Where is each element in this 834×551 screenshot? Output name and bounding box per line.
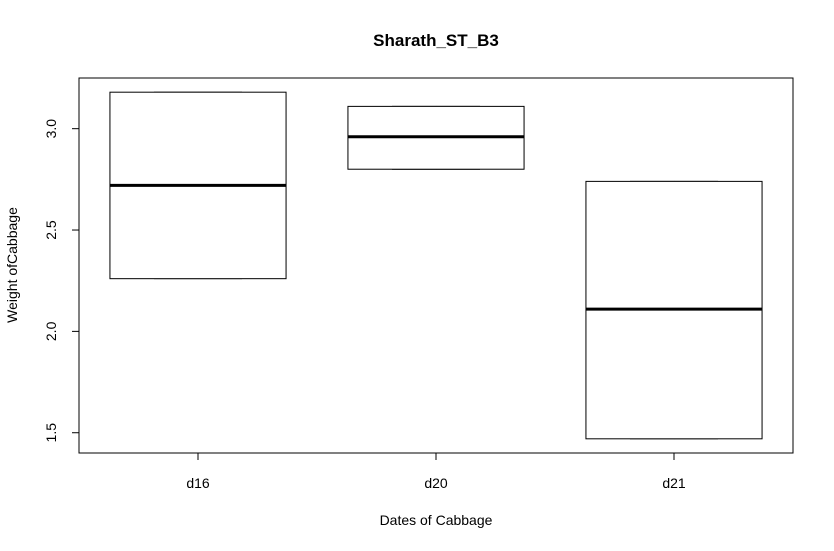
x-tick-label: d21 xyxy=(662,475,686,491)
y-tick-label: 3.0 xyxy=(43,119,59,139)
x-tick-label: d20 xyxy=(424,475,448,491)
y-axis: 1.5 2.0 2.5 3.0 xyxy=(43,119,80,443)
x-tick-label: d16 xyxy=(186,475,210,491)
x-axis: d16 d20 d21 xyxy=(186,452,686,491)
y-tick-label: 2.0 xyxy=(43,321,59,341)
y-axis-label: Weight ofCabbage xyxy=(4,207,20,323)
box-group xyxy=(109,91,763,440)
y-tick-label: 1.5 xyxy=(43,423,59,443)
y-tick-label: 2.5 xyxy=(43,220,59,240)
chart-title: Sharath_ST_B3 xyxy=(373,31,499,50)
x-axis-label: Dates of Cabbage xyxy=(380,512,493,528)
